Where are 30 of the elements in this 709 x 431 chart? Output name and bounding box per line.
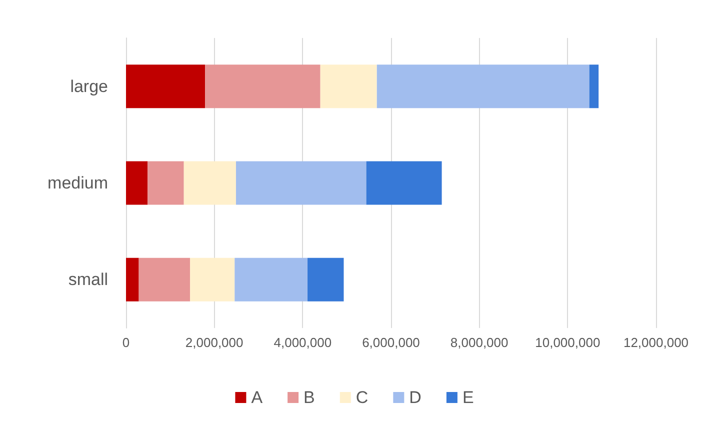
bar <box>234 258 308 302</box>
bar <box>376 64 590 108</box>
bar <box>148 161 184 205</box>
bar <box>126 64 206 108</box>
y-tick-label: large <box>70 76 108 96</box>
y-tick-label: small <box>68 270 108 290</box>
x-tick-label: 6,000,000 <box>362 335 420 350</box>
bar <box>190 258 235 302</box>
bar <box>236 161 366 205</box>
bar <box>308 258 344 302</box>
bar <box>205 64 320 108</box>
x-tick-label: 12,000,000 <box>623 335 689 350</box>
legend-label: C <box>356 388 368 407</box>
legend-label: A <box>251 388 264 407</box>
bar <box>126 161 148 205</box>
x-tick-label: 2,000,000 <box>185 335 244 350</box>
legend-label: B <box>304 388 315 407</box>
legend-label: D <box>409 388 422 407</box>
bar <box>589 64 599 108</box>
x-tick-label: 4,000,000 <box>274 335 332 350</box>
legend-label: E <box>462 388 474 407</box>
bar <box>320 64 377 108</box>
bar <box>366 161 442 205</box>
x-tick-label: 10,000,000 <box>535 335 600 350</box>
x-tick-label: 0 <box>122 335 130 350</box>
y-tick-label: medium <box>48 174 108 192</box>
bar <box>184 161 236 205</box>
bar <box>138 258 190 302</box>
bar <box>126 258 139 302</box>
x-tick-label: 8,000,000 <box>450 335 508 350</box>
